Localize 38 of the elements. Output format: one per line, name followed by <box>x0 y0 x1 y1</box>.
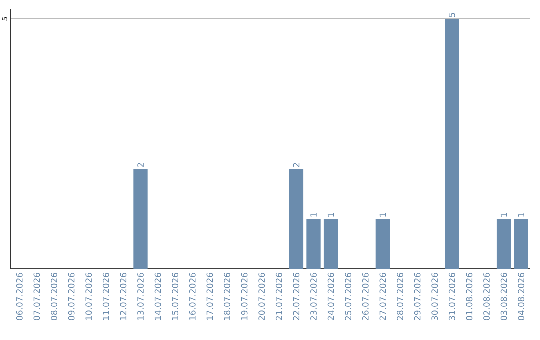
x-tick-label: 19.07.2026 <box>241 273 248 320</box>
x-tick-label: 20.07.2026 <box>258 273 266 320</box>
x-tick-label: 17.07.2026 <box>206 273 214 320</box>
x-tick-label: 10.07.2026 <box>86 273 92 320</box>
data-label: 1 <box>328 213 334 217</box>
x-tick-label: 02.08.2026 <box>484 273 490 320</box>
x-tick-label: 27.07.2026 <box>380 273 386 320</box>
x-tick-label: 11.07.2026 <box>102 273 110 320</box>
data-label: 2 <box>293 163 300 168</box>
x-tick-label: 13.07.2026 <box>138 273 144 320</box>
x-tick-label: 04.08.2026 <box>518 273 525 320</box>
x-tick-label: 08.07.2026 <box>51 273 58 320</box>
data-label: 1 <box>380 213 386 217</box>
x-tick-label: 01.08.2026 <box>466 273 473 320</box>
x-tick-label: 18.07.2026 <box>224 273 230 320</box>
x-tick-label: 28.07.2026 <box>397 273 404 320</box>
x-tick-label: 07.07.2026 <box>34 273 40 320</box>
x-tick-label: 12.07.2026 <box>120 273 127 320</box>
x-tick-label: 15.07.2026 <box>172 273 179 320</box>
data-label: 2 <box>138 163 144 168</box>
data-label: 1 <box>500 213 508 217</box>
x-tick-label: 03.08.2026 <box>500 273 508 320</box>
data-label: 1 <box>518 213 524 217</box>
x-tick-label: 22.07.2026 <box>293 273 300 320</box>
data-label: 1 <box>310 213 317 217</box>
data-label: 5 <box>449 13 456 18</box>
x-tick-label: 16.07.2026 <box>189 273 196 320</box>
x-tick-label: 21.07.2026 <box>276 273 282 320</box>
x-tick-label: 24.07.2026 <box>328 273 334 320</box>
x-tick-label: 29.07.2026 <box>414 273 421 320</box>
x-tick-label: 09.07.2026 <box>68 273 75 320</box>
x-tick-label: 30.07.2026 <box>432 273 438 320</box>
x-tick-label: 25.07.2026 <box>345 273 352 320</box>
x-tick-label: 23.07.2026 <box>310 273 317 320</box>
x-tick-label: 26.07.2026 <box>362 273 369 320</box>
x-tick-label: 14.07.2026 <box>154 273 162 320</box>
x-tick-label: 31.07.2026 <box>448 273 456 320</box>
x-tick-label: 06.07.2026 <box>16 273 23 320</box>
